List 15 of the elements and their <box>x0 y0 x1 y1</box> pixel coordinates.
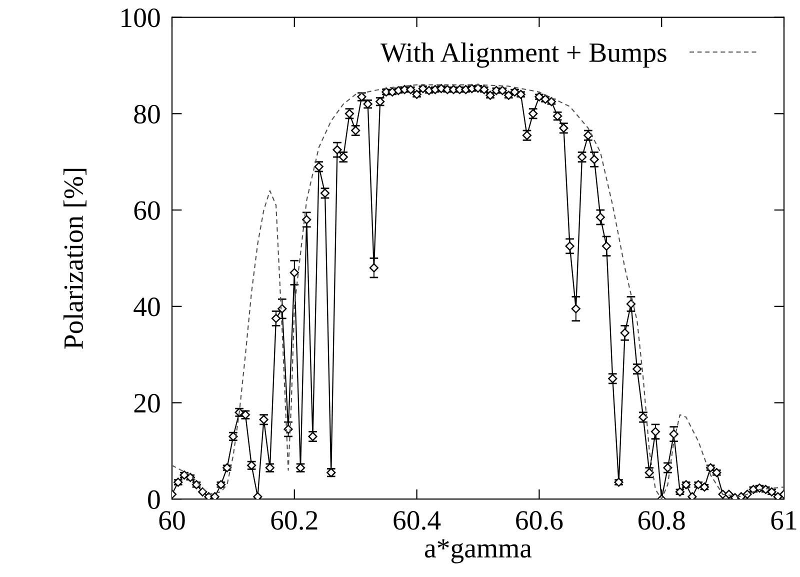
x-tick-label: 60.8 <box>638 511 685 530</box>
y-tick-label: 100 <box>122 8 160 28</box>
x-axis-title: a*gamma <box>424 539 532 564</box>
x-tick-label: 60.6 <box>516 511 563 530</box>
legend-label: With Alignment + Bumps <box>380 42 666 68</box>
y-tick-label: 0 <box>148 490 160 510</box>
y-tick-label: 60 <box>134 201 160 220</box>
y-tick-label: 80 <box>134 104 160 124</box>
y-tick-label: 20 <box>134 394 160 413</box>
y-tick-label: 40 <box>134 298 160 316</box>
y-axis-title: Polarization [%] <box>63 168 86 349</box>
x-tick-label: 60.4 <box>394 511 441 530</box>
x-tick-label: 61 <box>771 511 796 530</box>
x-tick-label: 60.2 <box>271 511 318 530</box>
x-tick-label: 60 <box>159 511 185 530</box>
